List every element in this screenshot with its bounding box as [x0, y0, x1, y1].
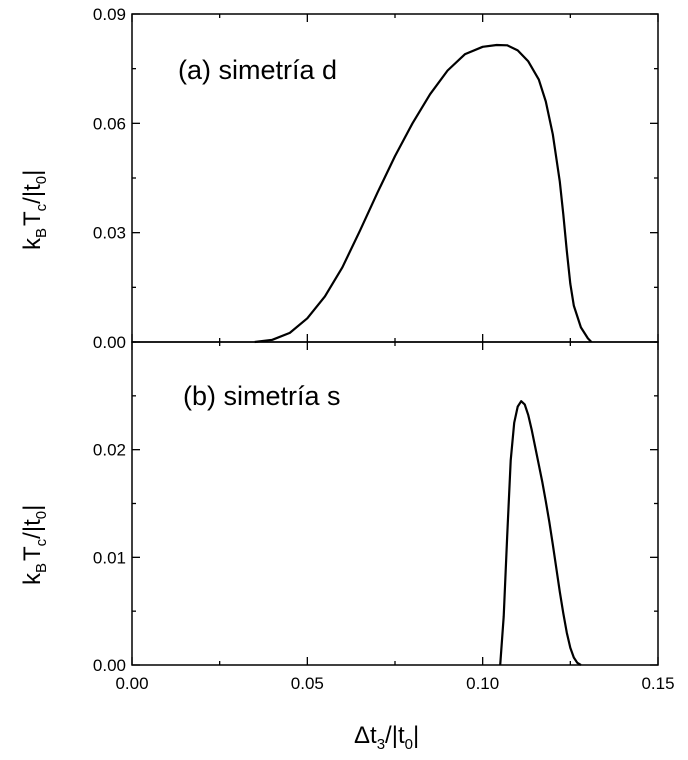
y-title-b-0: 0 — [33, 511, 50, 519]
curves-layer — [254, 43, 593, 666]
x-axis-title-mid: /|t — [385, 722, 405, 749]
y-axis-title-b: kBTc/|t0| — [19, 505, 50, 585]
y-title-b-end: | — [19, 505, 46, 511]
x-axis-title-sub2: 0 — [405, 736, 413, 753]
y-tick-label-a: 0.03 — [93, 224, 126, 243]
x-axis-title-sub1: 3 — [377, 736, 385, 753]
y-title-a-0: 0 — [33, 176, 50, 184]
y-tick-label-b: 0.02 — [93, 441, 126, 460]
x-tick-label: 0.10 — [466, 674, 499, 693]
y-title-b-B: B — [33, 563, 50, 573]
y-axis-title-a: kBTc/|t0| — [19, 170, 50, 250]
curve-a-0 — [254, 43, 593, 344]
x-tick-label: 0.15 — [641, 674, 674, 693]
y-title-a-c: c — [33, 203, 50, 211]
x-axis-title-end: | — [413, 722, 419, 749]
y-tick-label-a: 0.06 — [93, 114, 126, 133]
panel-label-a: (a) simetría d — [178, 55, 337, 85]
panel-label-b: (b) simetría s — [183, 381, 341, 411]
y-title-b-mid: /|t — [19, 519, 46, 539]
y-tick-label-a: 0.09 — [93, 5, 126, 24]
x-tick-label: 0.00 — [115, 674, 148, 693]
y-title-a-B: B — [33, 228, 50, 238]
y-title-b-k: k — [19, 572, 46, 585]
x-axis-title-main: Δt — [354, 722, 377, 749]
y-title-b-T: T — [19, 546, 46, 561]
y-tick-label-a: 0.00 — [93, 333, 126, 352]
y-title-b-c: c — [33, 538, 50, 546]
y-title-a-mid: /|t — [19, 184, 46, 204]
curve-b-0 — [499, 400, 582, 666]
y-title-a-k: k — [19, 237, 46, 250]
x-tick-label: 0.05 — [291, 674, 324, 693]
y-title-a-end: | — [19, 170, 46, 176]
labels-layer: 0.00 0.03 0.06 0.09 0.00 0.05 0.10 0.15 0.00 0.01… — [93, 5, 675, 693]
y-tick-label-b: 0.01 — [93, 548, 126, 567]
y-title-a-T: T — [19, 211, 46, 226]
y-tick-label-b: 0.00 — [93, 656, 126, 675]
ticks-layer — [131, 13, 659, 666]
x-axis-title: Δt3/|t0| — [354, 722, 419, 753]
